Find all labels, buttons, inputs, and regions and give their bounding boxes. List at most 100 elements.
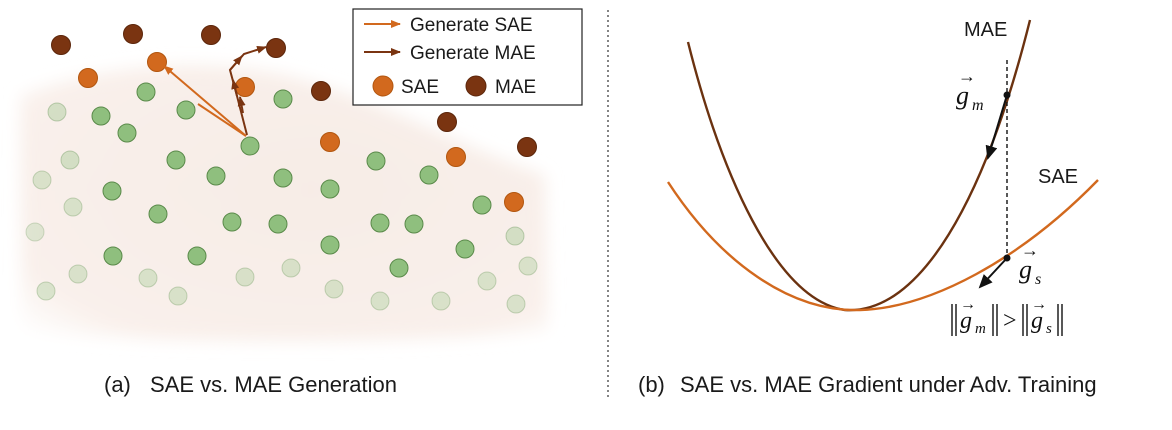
sae-generation-arrows [163,65,247,137]
benign-point [148,204,168,224]
norm-g-m-sub: m [975,321,986,337]
legend-sae-label: SAE [401,77,439,98]
benign-point [370,213,390,233]
mae-curve-label: MAE [964,19,1007,41]
legend-generate-mae: Generate MAE [410,43,536,64]
g-s-base: g [1019,255,1032,284]
sae-point [235,77,255,97]
caption-b-text: SAE vs. MAE Gradient under Adv. Training [680,372,1097,397]
vector-arrow-icon: → [1021,240,1039,260]
benign-point [206,166,226,186]
g-m-arrow [985,94,1008,160]
sae-curve [666,179,1099,312]
legend-generate-sae: Generate SAE [410,15,533,36]
legend-mae-label: MAE [495,77,536,98]
sae-points [78,52,524,212]
norm-g-s-sub: s [1046,321,1052,337]
benign-points [25,82,538,314]
benign-point [366,151,386,171]
benign-point [102,181,122,201]
mae-points [51,24,537,157]
benign-point [32,170,52,190]
benign-point [506,294,526,314]
g-m-base: g [956,81,969,110]
benign-point [472,195,492,215]
benign-point [370,291,390,311]
g-s-arrow [978,257,1008,289]
benign-point [60,150,80,170]
mae-point [201,25,221,45]
benign-point [273,168,293,188]
benign-point [168,286,188,306]
benign-point [404,214,424,234]
benign-point [389,258,409,278]
benign-point [166,150,186,170]
benign-point [91,106,111,126]
mae-point [266,38,286,58]
legend-mae-dot [465,75,487,97]
g-s-label: → g s [1019,240,1041,288]
benign-point [68,264,88,284]
mae-arrow-step-3 [229,55,243,71]
benign-point [320,235,340,255]
benign-point [273,89,293,109]
benign-point [36,281,56,301]
sae-point [504,192,524,212]
benign-region [20,65,548,342]
benign-point [324,279,344,299]
benign-point [117,123,137,143]
benign-point [235,267,255,287]
benign-point [477,271,497,291]
norm-g-m-base: g [960,308,972,334]
vector-arrow-icon: → [1031,296,1047,313]
benign-point [240,136,260,156]
vector-arrow-icon: → [960,296,976,313]
benign-point [518,256,538,276]
sae-point [147,52,167,72]
vector-arrow-icon: → [958,66,976,86]
legend: Generate SAE Generate MAE SAE MAE [352,8,583,106]
norm-g-s-base: g [1031,308,1043,334]
mae-generation-arrows [228,45,267,136]
sae-point [446,147,466,167]
benign-point [25,222,45,242]
sae-point [320,132,340,152]
caption-a-tag: (a) [104,372,131,397]
norm-inequality: → g m > → g s [951,296,1063,337]
benign-point [431,291,451,311]
mae-point [437,112,457,132]
legend-sae-dot [372,75,394,97]
g-m-sub: m [972,97,984,114]
panel-b: MAE SAE → g m → g s → g m [638,19,1099,397]
benign-point [103,246,123,266]
benign-point [281,258,301,278]
benign-point [419,165,439,185]
sae-arrow-1 [163,65,247,137]
benign-point [268,214,288,234]
g-m-label: → g m [956,66,984,114]
benign-point [47,102,67,122]
mae-point [517,137,537,157]
benign-point [187,246,207,266]
mae-arrow-step-2 [237,96,246,114]
sae-curve-label: SAE [1038,166,1078,188]
greater-than: > [1003,308,1017,334]
sae-arrow-2 [197,103,247,137]
benign-point [176,100,196,120]
mae-point [123,24,143,44]
panel-a: Generate SAE Generate MAE SAE MAE (a) SA… [20,8,583,397]
caption-a-text: SAE vs. MAE Generation [150,372,397,397]
mae-arrow-step-1 [231,79,240,97]
g-s-sub: s [1035,271,1041,288]
mae-point [51,35,71,55]
benign-point [320,179,340,199]
benign-point [138,268,158,288]
mae-point [311,81,331,101]
benign-point [63,197,83,217]
sae-point [78,68,98,88]
benign-point [505,226,525,246]
mae-curve [686,19,1032,312]
benign-point [455,239,475,259]
caption-b-tag: (b) [638,372,665,397]
